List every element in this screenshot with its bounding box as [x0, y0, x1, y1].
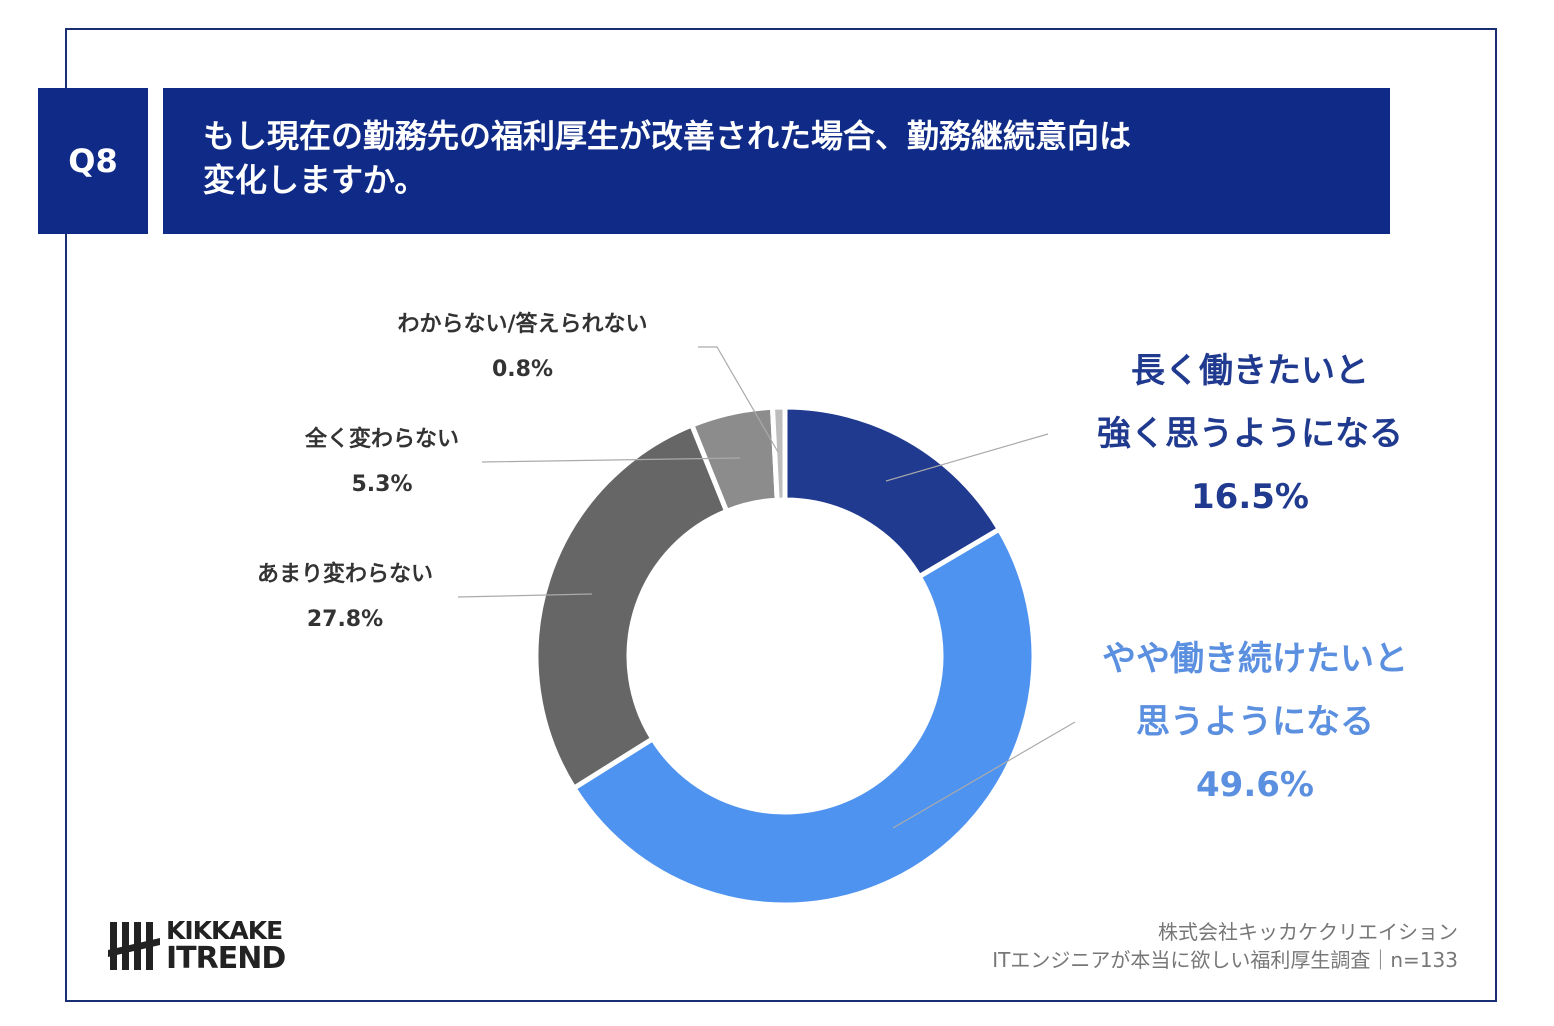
label-somewhat-stay: やや働き続けたいと 思うようになる 49.6%: [1065, 628, 1445, 817]
slide-frame: [65, 28, 1497, 1002]
label-text: 全く変わらない: [304, 427, 459, 452]
leader-line-0: [885, 433, 1049, 482]
label-text: 長く働きたいと: [1131, 351, 1369, 391]
question-number: Q8: [38, 88, 148, 234]
question-title: もし現在の勤務先の福利厚生が改善された場合、勤務継続意向は 変化しますか。: [163, 88, 1390, 234]
source-note: 株式会社キッカケクリエイション ITエンジニアが本当に欲しい福利厚生調査｜n=1…: [992, 918, 1458, 974]
label-text: わからない/答えられない: [397, 312, 648, 337]
donut-slice-1: [570, 525, 1037, 908]
donut-slice-2: [533, 421, 730, 792]
label-value: 27.8%: [306, 607, 384, 632]
source-survey: ITエンジニアが本当に欲しい福利厚生調査｜n=133: [992, 948, 1458, 972]
logo-line: ITREND: [166, 941, 286, 976]
leader-line-3: [481, 457, 741, 463]
kikkake-itrend-logo: KIKKAKE ITREND: [108, 916, 286, 976]
label-value: 16.5%: [1191, 477, 1309, 517]
logo-mark-icon: [108, 922, 160, 970]
label-text: やや働き続けたいと: [1102, 639, 1408, 679]
leader-line-4: [698, 346, 779, 453]
source-company: 株式会社キッカケクリエイション: [1158, 920, 1458, 944]
label-text: あまり変わらない: [256, 562, 433, 587]
label-unknown: わからない/答えられない 0.8%: [350, 302, 695, 392]
leader-line-1: [892, 721, 1076, 829]
label-value: 5.3%: [351, 472, 413, 497]
label-not-much-change: あまり変わらない 27.8%: [220, 552, 470, 642]
label-value: 0.8%: [491, 357, 553, 382]
donut-slice-4: [769, 404, 788, 503]
label-text: 強く思うようになる: [1097, 414, 1403, 454]
label-strongly-stay: 長く働きたいと 強く思うようになる 16.5%: [1060, 340, 1440, 529]
label-text: 思うようになる: [1136, 702, 1374, 742]
label-no-change: 全く変わらない 5.3%: [257, 417, 507, 507]
logo-line: KIKKAKE: [166, 916, 283, 945]
title-line: もし現在の勤務先の福利厚生が改善された場合、勤務継続意向は: [203, 117, 1132, 155]
title-line: 変化しますか。: [203, 161, 427, 199]
leader-line-2: [457, 593, 593, 598]
label-value: 49.6%: [1196, 765, 1314, 805]
